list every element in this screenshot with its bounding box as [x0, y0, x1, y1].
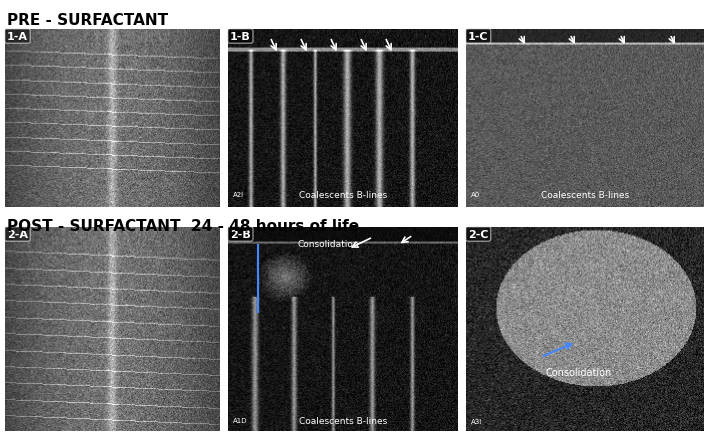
Text: A3I: A3I	[471, 418, 482, 424]
Text: 2-A: 2-A	[7, 230, 28, 240]
Text: PRE - SURFACTANT: PRE - SURFACTANT	[7, 13, 168, 28]
Text: Consolidation: Consolidation	[546, 367, 612, 377]
Text: A0: A0	[471, 191, 480, 198]
Text: Coalescents B-lines: Coalescents B-lines	[299, 416, 387, 425]
Text: Consolidation: Consolidation	[298, 240, 360, 248]
Text: Coalescents B-lines: Coalescents B-lines	[541, 191, 629, 200]
Text: POST - SURFACTANT  24 - 48 hours of life: POST - SURFACTANT 24 - 48 hours of life	[7, 219, 359, 234]
Text: A2I: A2I	[233, 191, 244, 198]
Text: 2-B: 2-B	[230, 230, 251, 240]
Text: 1-C: 1-C	[468, 32, 488, 42]
Text: 1-A: 1-A	[7, 32, 28, 42]
Text: Coalescents B-lines: Coalescents B-lines	[299, 191, 387, 200]
Text: A1D: A1D	[233, 417, 248, 423]
Text: 2-C: 2-C	[468, 230, 488, 240]
Text: 1-B: 1-B	[230, 32, 251, 42]
